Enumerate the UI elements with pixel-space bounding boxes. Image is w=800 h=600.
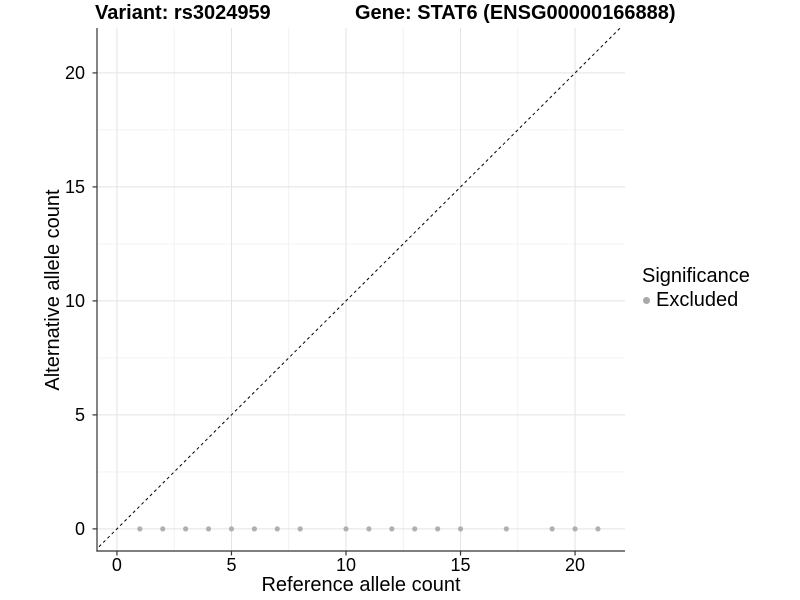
data-point: [572, 526, 578, 532]
gridlines-minor: [97, 28, 625, 551]
identity-dashed-line: [97, 28, 621, 550]
data-point: [549, 526, 555, 532]
x-tick-label: 0: [111, 555, 122, 575]
legend-item-excluded: Excluded: [642, 289, 750, 311]
data-point: [183, 526, 189, 532]
data-point: [389, 526, 395, 532]
legend: Significance Excluded: [642, 264, 750, 311]
legend-item-label: Excluded: [656, 289, 739, 311]
y-tick-label: 10: [64, 290, 85, 311]
identity-reference-line-group: [97, 28, 621, 550]
data-point: [228, 526, 235, 532]
axis-lines-group: [96, 28, 625, 552]
data-point: [137, 526, 143, 532]
x-tick-label: 5: [226, 555, 237, 575]
data-point: [343, 526, 349, 532]
x-axis-title: Reference allele count: [261, 574, 461, 596]
data-point: [412, 526, 418, 532]
axis-tick-marks-group: [92, 72, 576, 556]
data-point: [457, 526, 464, 532]
data-point: [297, 526, 303, 532]
y-tick-label: 0: [74, 518, 85, 539]
y-tick-label: 15: [64, 176, 85, 197]
data-point: [251, 526, 257, 532]
y-tick-label: 5: [74, 404, 85, 425]
gridlines-major: [97, 28, 625, 551]
data-point: [595, 526, 601, 532]
legend-point-icon: [643, 296, 650, 304]
legend-title: Significance: [642, 265, 750, 287]
x-tick-label: 10: [335, 555, 356, 575]
data-point: [366, 526, 372, 532]
data-point: [503, 526, 509, 532]
data-point: [160, 526, 166, 532]
plot-title-variant: Variant: rs3024959: [95, 2, 271, 24]
plot-title-gene: Gene: STAT6 (ENSG00000166888): [355, 2, 676, 24]
data-point: [205, 526, 212, 532]
data-point: [435, 526, 441, 532]
data-point: [274, 526, 280, 532]
data-points-group: [137, 526, 601, 532]
y-tick-label: 20: [64, 62, 85, 83]
x-tick-label: 20: [565, 555, 586, 575]
x-tick-label: 15: [450, 555, 471, 575]
